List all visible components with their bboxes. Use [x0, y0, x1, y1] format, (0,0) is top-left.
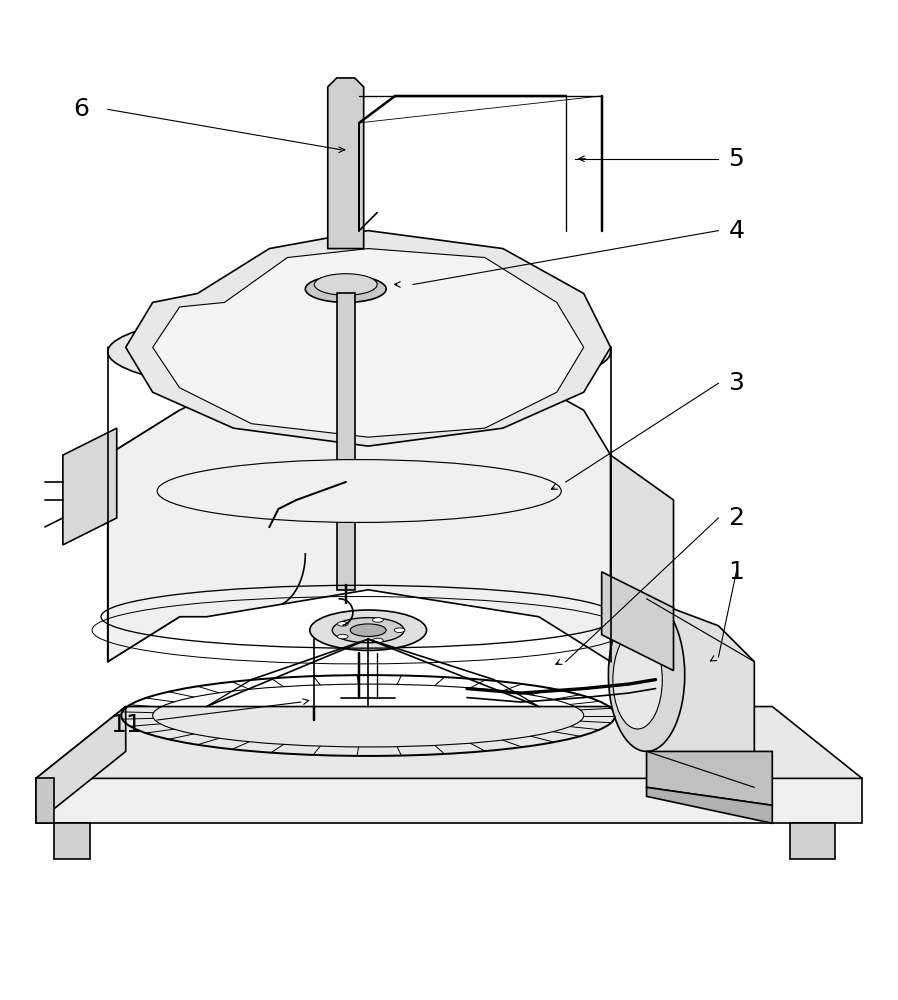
Polygon shape — [647, 787, 772, 823]
Ellipse shape — [310, 610, 427, 650]
Ellipse shape — [305, 275, 386, 302]
Polygon shape — [36, 707, 126, 823]
Polygon shape — [611, 455, 674, 707]
Ellipse shape — [373, 618, 383, 622]
Polygon shape — [153, 249, 584, 437]
Ellipse shape — [609, 599, 684, 751]
Text: 11: 11 — [110, 712, 142, 736]
Polygon shape — [790, 823, 835, 859]
Ellipse shape — [350, 624, 386, 636]
Polygon shape — [36, 778, 862, 823]
Polygon shape — [602, 572, 674, 671]
Polygon shape — [108, 347, 611, 662]
Ellipse shape — [338, 634, 348, 639]
Polygon shape — [36, 707, 862, 778]
Polygon shape — [126, 231, 611, 446]
Ellipse shape — [157, 460, 561, 522]
Ellipse shape — [341, 623, 395, 646]
Text: 3: 3 — [728, 371, 744, 395]
Text: 2: 2 — [728, 506, 744, 530]
Text: 6: 6 — [73, 97, 89, 121]
Ellipse shape — [338, 622, 348, 626]
Ellipse shape — [332, 618, 404, 643]
Ellipse shape — [314, 274, 377, 295]
Polygon shape — [63, 428, 117, 545]
Ellipse shape — [108, 307, 611, 397]
Polygon shape — [337, 293, 355, 590]
Polygon shape — [36, 778, 54, 823]
Polygon shape — [328, 78, 364, 249]
Text: 1: 1 — [728, 560, 744, 584]
Polygon shape — [108, 410, 180, 662]
Polygon shape — [647, 751, 772, 805]
Text: 5: 5 — [728, 147, 744, 171]
Ellipse shape — [612, 630, 662, 729]
Ellipse shape — [394, 628, 405, 632]
Ellipse shape — [373, 638, 383, 643]
Text: 4: 4 — [728, 219, 744, 243]
Polygon shape — [647, 599, 754, 796]
Polygon shape — [54, 823, 90, 859]
